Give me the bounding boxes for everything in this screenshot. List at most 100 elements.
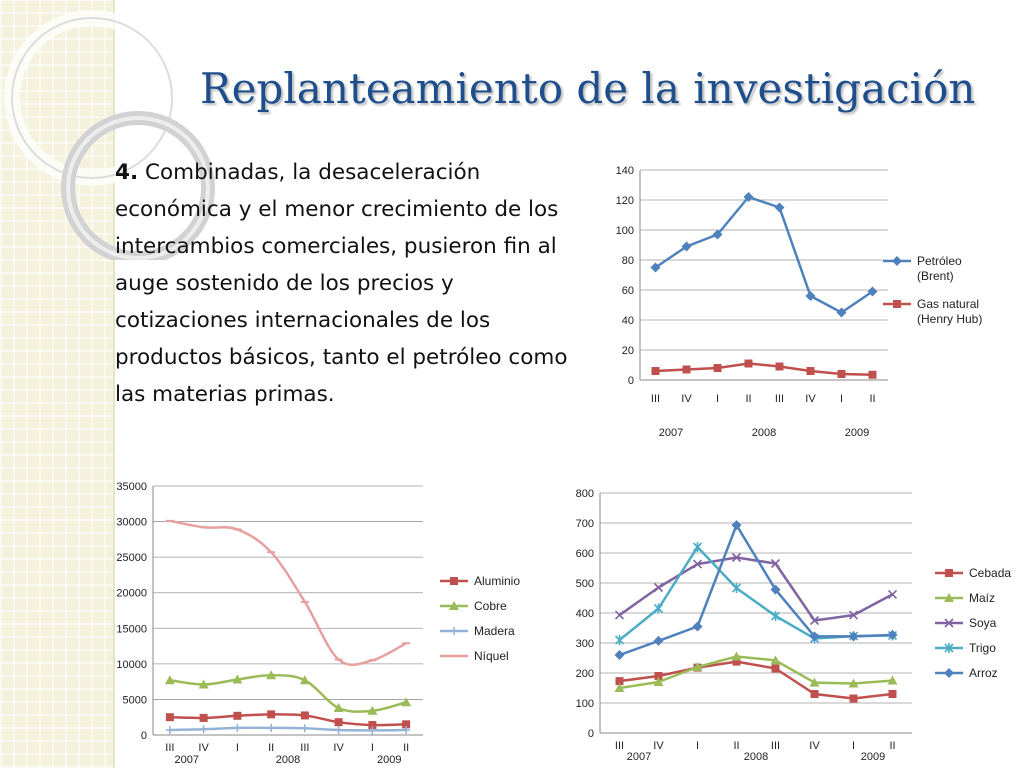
data-point <box>232 674 243 684</box>
legend-item-petroleo-brent: Petróleo(Brent) <box>883 254 962 283</box>
slide-title: Replanteamiento de la investigación <box>200 64 976 113</box>
series-maiz <box>614 651 898 692</box>
data-point <box>887 675 898 685</box>
x-tick-label: III <box>651 393 660 405</box>
legend-item-maiz: Maíz <box>935 591 995 605</box>
series-cobre <box>164 670 412 715</box>
legend-label: Aluminio <box>474 574 520 588</box>
series-petroleo-brent <box>650 192 878 318</box>
data-point <box>770 611 781 621</box>
chart-energy-prices: 0 20 40 60 80 100 120 140 III IV I II III IV I II 2007 20… <box>600 160 1015 450</box>
data-point <box>614 650 625 660</box>
y-tick-label: 5000 <box>123 694 147 706</box>
year-label: 2007 <box>627 751 651 763</box>
series-soya <box>614 552 898 626</box>
y-tick-label: 40 <box>622 315 634 327</box>
y-tick-label: 0 <box>141 730 147 742</box>
data-point <box>334 726 343 735</box>
x-tick-label: IV <box>198 742 209 754</box>
legend-marker <box>892 256 902 266</box>
data-point <box>809 677 820 687</box>
data-point <box>401 697 412 707</box>
data-point <box>165 726 174 735</box>
data-point <box>771 664 780 673</box>
legend-label: Gas natural <box>917 297 979 311</box>
y-tick-label: 20 <box>622 345 634 357</box>
data-point <box>848 631 859 642</box>
x-tick-label: III <box>775 393 784 405</box>
legend-label: Cebada <box>969 566 1011 580</box>
legend-item-madera: Madera <box>440 624 515 638</box>
y-tick-label: 200 <box>576 668 594 680</box>
legend-marker <box>449 601 459 610</box>
legend-label: Arroz <box>969 666 998 680</box>
y-tick-label: 35000 <box>116 481 147 493</box>
series-line <box>655 362 873 376</box>
x-tick-label: II <box>889 740 895 752</box>
year-label: 2009 <box>861 751 885 763</box>
y-tick-label: 300 <box>576 638 594 650</box>
data-point <box>651 367 660 375</box>
data-point <box>732 657 741 666</box>
legend-label: Níquel <box>474 649 509 663</box>
data-point <box>848 610 859 620</box>
data-point <box>692 542 703 552</box>
year-label: 2009 <box>845 427 869 439</box>
series-gas-natural-henry-hub <box>651 359 877 379</box>
x-tick-label: II <box>403 742 409 754</box>
data-point <box>402 726 411 735</box>
y-tick-label: 20000 <box>116 588 147 600</box>
data-point <box>770 655 781 665</box>
data-point <box>806 367 815 375</box>
data-point <box>233 723 242 732</box>
legend-marker <box>944 618 954 628</box>
data-point <box>805 291 816 301</box>
legend-label: (Brent) <box>917 269 954 283</box>
x-tick-label: II <box>733 740 739 752</box>
data-point <box>743 192 754 202</box>
legend-item-cebada: Cebada <box>935 566 1011 580</box>
data-point <box>267 723 276 732</box>
data-point <box>199 725 208 734</box>
legend-item-soya: Soya <box>935 616 997 630</box>
legend-marker <box>450 577 458 585</box>
legend-label: Trigo <box>969 641 996 655</box>
legend-item-arroz: Arroz <box>935 666 998 680</box>
year-label: 2008 <box>276 754 300 766</box>
data-point <box>614 635 625 645</box>
x-tick-label: I <box>840 393 843 405</box>
x-tick-label: IV <box>681 393 692 405</box>
x-tick-label: I <box>852 740 855 752</box>
x-tick-label: II <box>745 393 751 405</box>
decorative-band-edge <box>113 0 115 768</box>
series-line <box>654 195 874 314</box>
data-point <box>650 262 661 273</box>
series-aluminio <box>165 710 411 730</box>
x-tick-label: I <box>716 393 719 405</box>
data-point <box>402 720 411 729</box>
y-tick-label: 0 <box>588 728 594 740</box>
legend-item-niquel: Níquel <box>440 649 509 663</box>
data-point <box>692 559 703 569</box>
data-point <box>774 202 785 213</box>
data-point <box>887 629 898 640</box>
x-tick-label: I <box>236 742 239 754</box>
legend-marker <box>945 569 953 577</box>
data-point <box>300 724 309 733</box>
y-tick-label: 100 <box>576 698 594 710</box>
data-point <box>334 718 343 727</box>
year-label: 2008 <box>744 751 768 763</box>
decorative-rings <box>4 10 215 260</box>
legend-marker <box>944 643 954 653</box>
legend-label: Maíz <box>969 591 995 605</box>
legend-item-trigo: Trigo <box>935 641 996 655</box>
series-madera <box>165 723 411 735</box>
data-point <box>300 711 309 720</box>
data-point <box>333 702 344 712</box>
x-tick-label: IV <box>653 740 664 752</box>
point-number: 4. <box>115 160 139 185</box>
x-tick-label: III <box>165 742 174 754</box>
x-tick-label: I <box>371 742 374 754</box>
